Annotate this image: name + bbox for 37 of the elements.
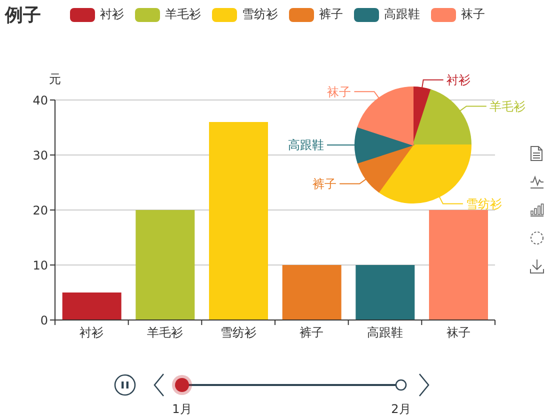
y-axis-title: 元 [49,72,61,86]
legend-label: 袜子 [461,6,485,23]
bar [136,210,195,320]
bar [356,265,415,320]
bar [282,265,342,320]
slice-label: 羊毛衫 [489,99,526,114]
x-tick-label: 衬衫 [80,326,104,340]
text: 1月 [172,401,192,418]
slice-label: 高跟鞋 [288,138,324,152]
y-tick-label: 0 [40,313,48,328]
slice-label: 衬衫 [446,73,470,88]
slice-label: 袜子 [327,84,352,99]
legend-label: 衬衫 [100,6,124,23]
y-tick-label: 20 [32,203,48,218]
slice-label: 雪纺衫 [466,197,502,212]
y-tick-label: 30 [32,148,48,162]
y-tick-label: 10 [32,258,48,272]
pie-slice [357,86,414,146]
legend-label: 高跟鞋 [384,6,420,23]
x-tick-label: 高跟鞋 [367,326,403,340]
legend-label: 雪纺衫 [242,6,278,23]
text: 2月 [391,401,411,418]
x-tick-label: 裤子 [300,326,324,340]
x-tick-label: 羊毛衫 [147,326,183,340]
x-tick-label: 袜子 [446,326,470,340]
bar [62,292,122,320]
legend-label: 裤子 [319,6,343,23]
bar [209,122,268,320]
legend-label: 羊毛衫 [165,6,201,23]
chart-title: 例子 [5,4,41,27]
pie-slice [412,89,472,146]
pie-slice [357,144,414,192]
y-tick-label: 40 [32,93,48,108]
x-tick-label: 雪纺衫 [220,326,256,340]
bar [429,210,488,320]
slice-label: 裤子 [312,176,337,191]
pie-slice [354,126,414,164]
